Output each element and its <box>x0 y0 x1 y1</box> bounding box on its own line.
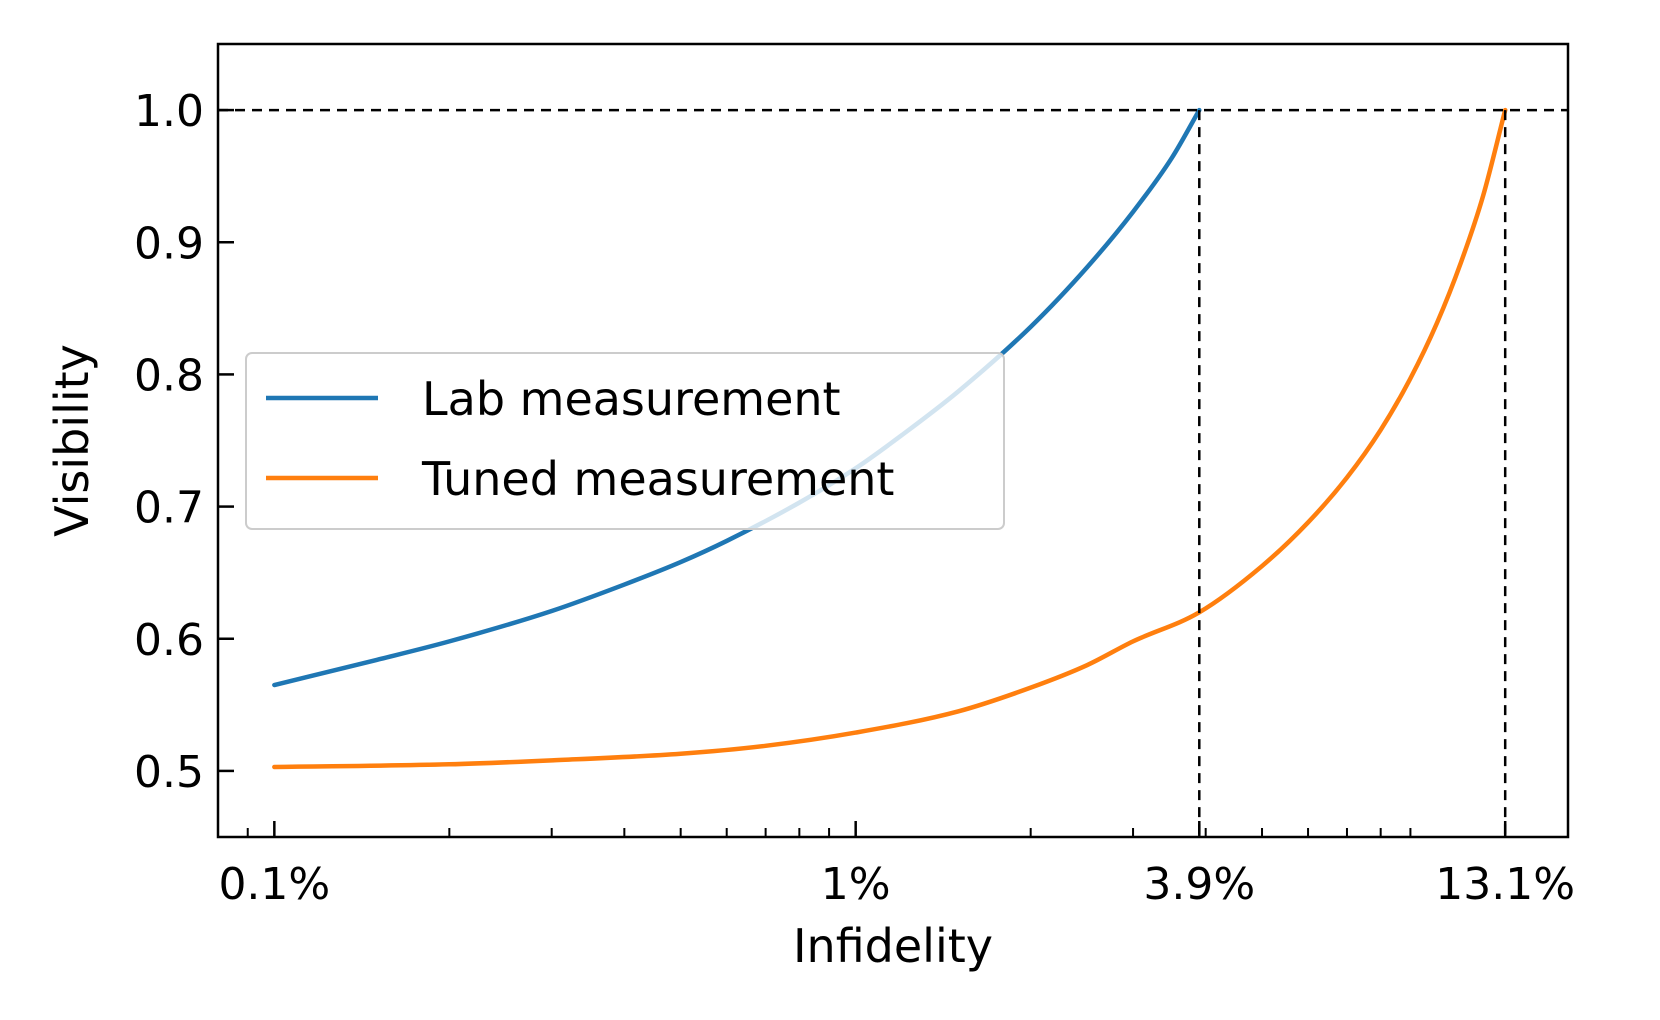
x-tick-label: 13.1% <box>1435 859 1575 910</box>
legend-box <box>245 352 1005 530</box>
y-axis-ticks: 0.5 0.6 0.7 0.8 0.9 1.0 <box>134 86 234 798</box>
series-line-tuned-measurement <box>272 107 1508 770</box>
reference-lines <box>218 108 1568 837</box>
y-tick-label: 1.0 <box>134 86 204 137</box>
x-tick-label: 3.9% <box>1143 859 1255 910</box>
x-axis-label: Infidelity <box>793 919 993 973</box>
y-tick-label: 0.5 <box>134 747 204 798</box>
x-tick-label: 0.1% <box>218 859 330 910</box>
y-tick-label: 0.7 <box>134 483 204 534</box>
legend-label-tuned: Tuned measurement <box>421 452 894 506</box>
plot-frame <box>216 42 1570 839</box>
x-axis-ticks: 0.1% 1% 3.9% 13.1% <box>217 821 1575 910</box>
legend-label-lab: Lab measurement <box>422 372 841 426</box>
y-tick-label: 0.8 <box>134 350 204 401</box>
legend: Lab measurement Tuned measurement <box>245 352 1005 530</box>
y-tick-label: 0.6 <box>134 615 204 666</box>
y-axis-label: Visibility <box>45 344 99 537</box>
y-tick-label: 0.9 <box>134 218 204 269</box>
x-tick-label: 1% <box>821 859 891 910</box>
